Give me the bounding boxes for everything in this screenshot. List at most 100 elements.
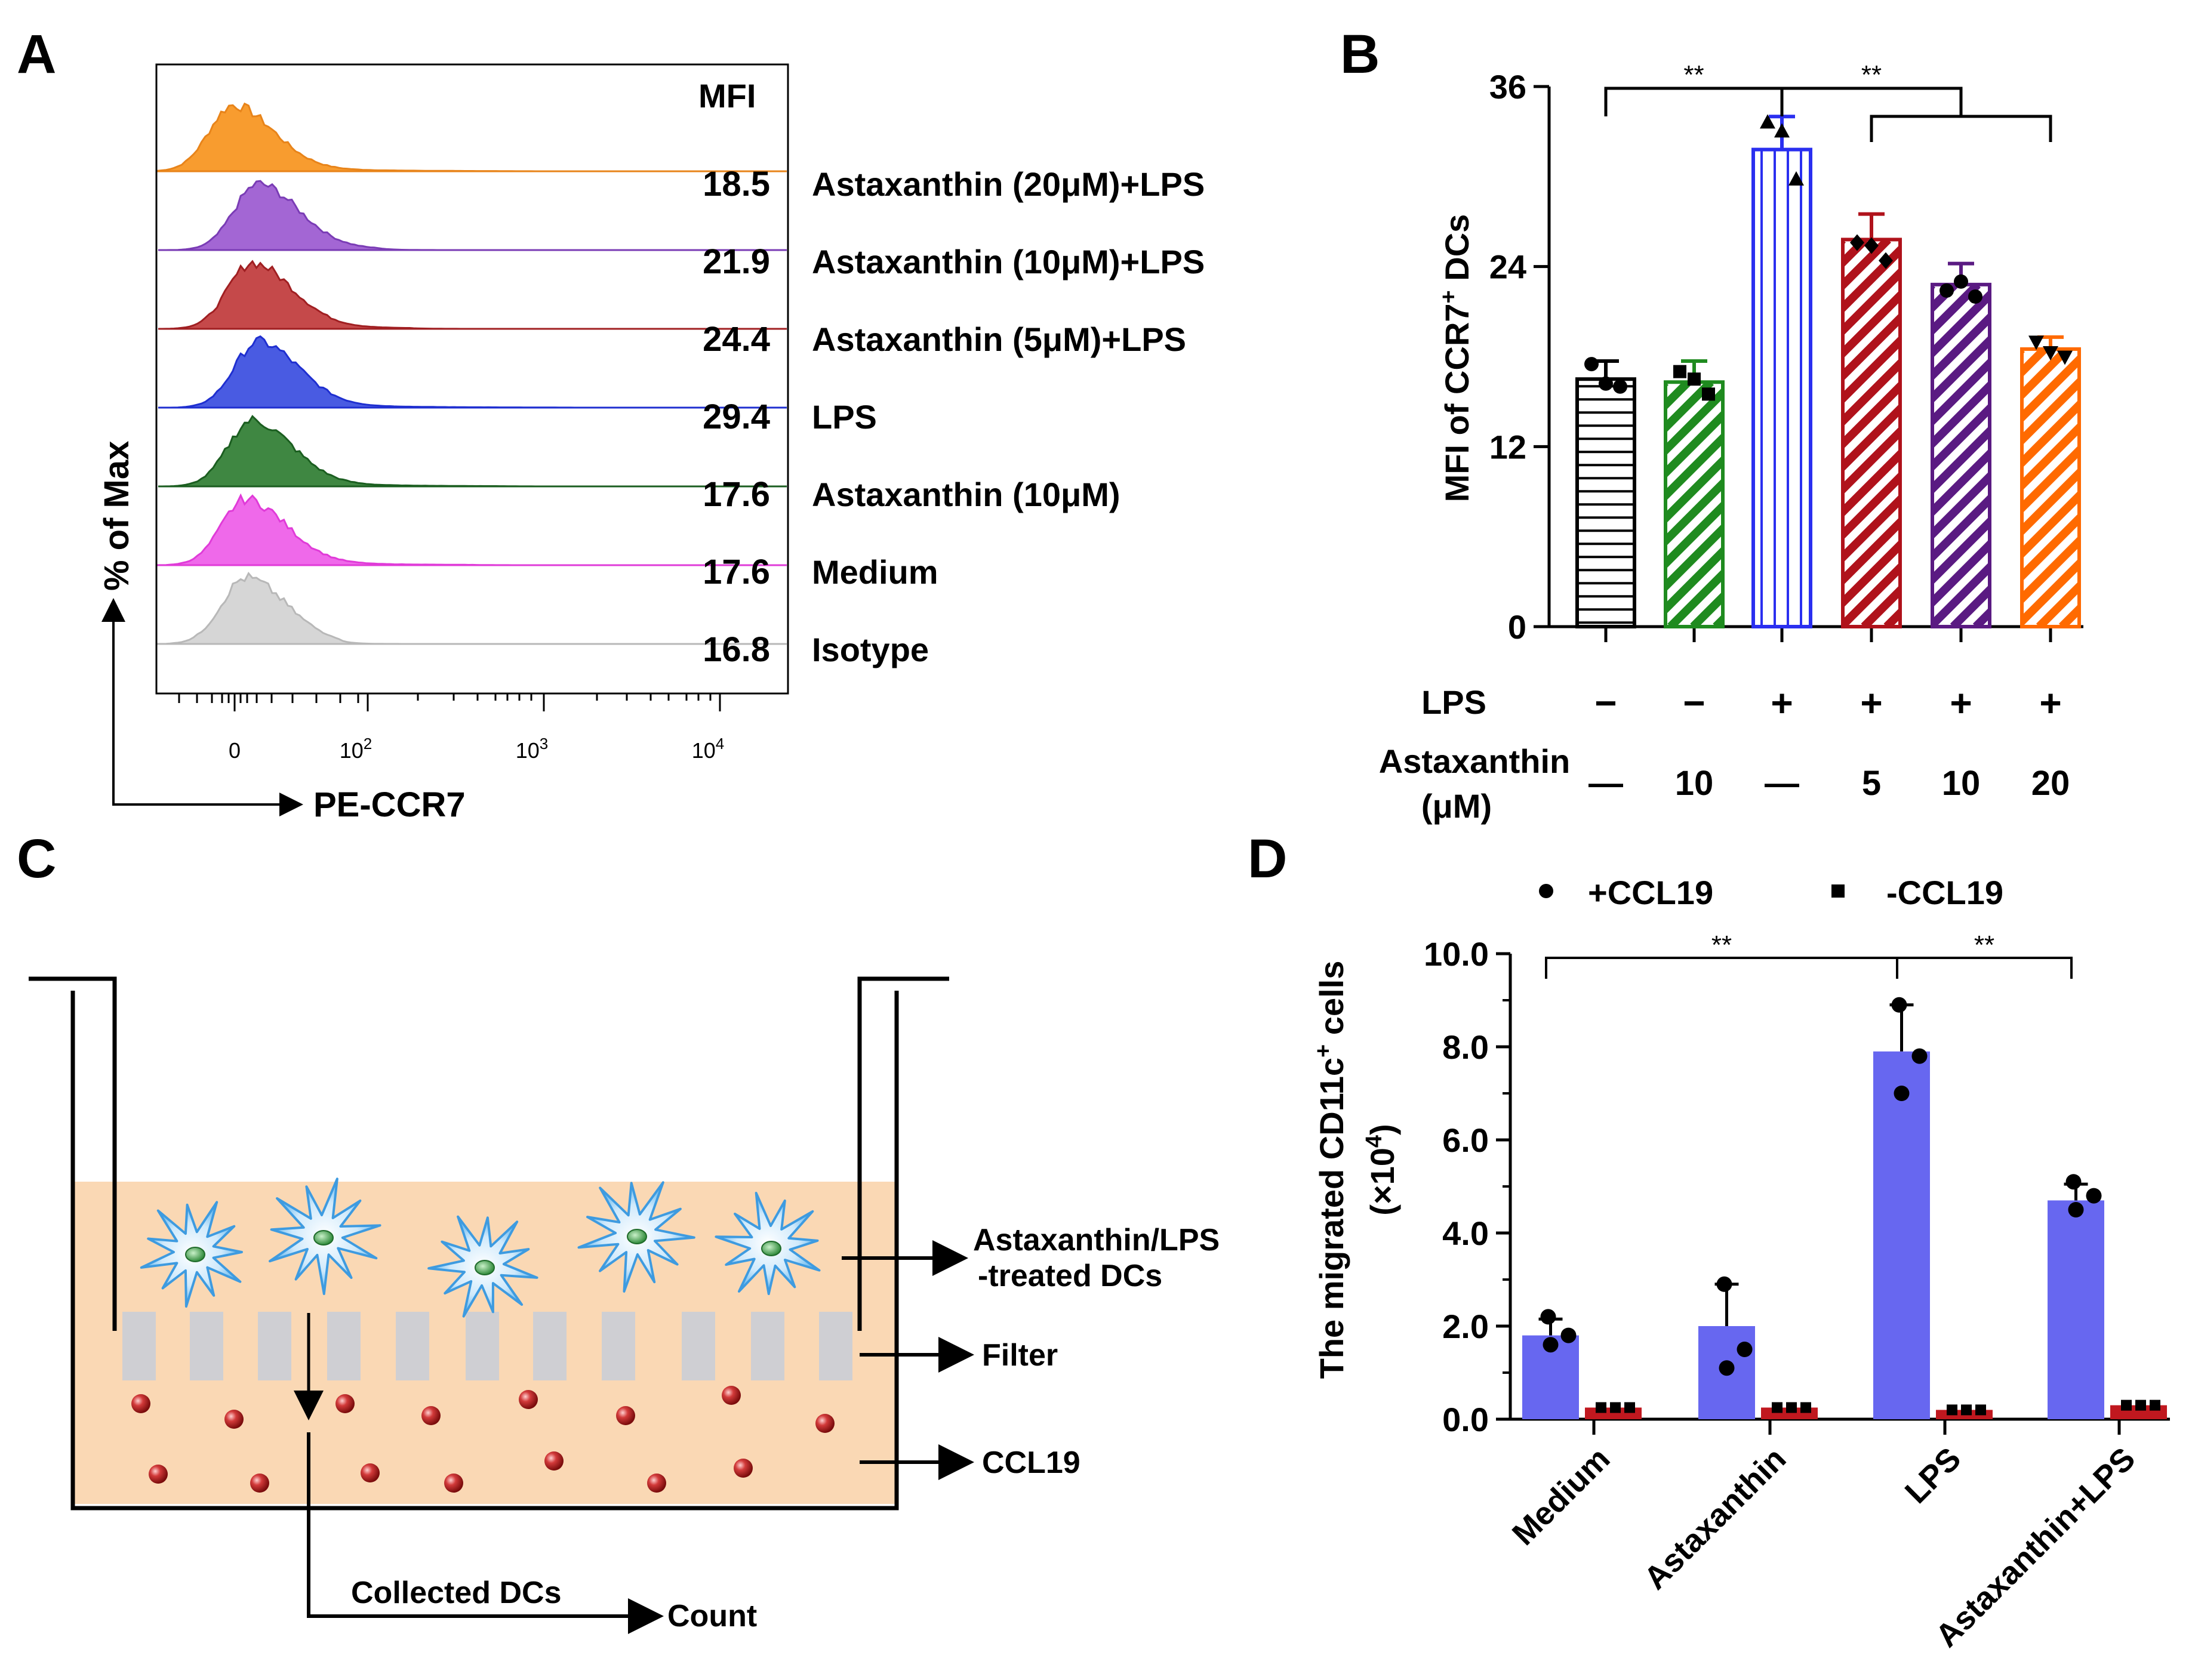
dendritic-cell-3	[577, 1181, 695, 1293]
cell-nucleus-0	[185, 1247, 205, 1262]
ccl19-particle-1	[224, 1410, 244, 1429]
filter-segment-8	[751, 1312, 784, 1380]
panel-b-y-label-main: MFI of CCR7	[1438, 303, 1476, 502]
b-stripe	[1843, 239, 1868, 269]
b-stripe	[2067, 285, 2195, 627]
cell-nucleus-4	[761, 1241, 781, 1256]
panel-a-histograms: MFI 18.5 Astaxanthin (20μM)+LPS 21.9 Astaxa…	[97, 63, 1205, 824]
ccl19-particle-8	[149, 1465, 168, 1484]
d-y-tick-label-2: 4.0	[1442, 1214, 1489, 1252]
b-point-2-1	[1774, 123, 1790, 138]
astax-unit-label: (μM)	[1421, 787, 1492, 825]
cell-nucleus-2	[475, 1260, 495, 1275]
panel-d-y-label-2-sup: 4	[1362, 1135, 1387, 1148]
b-bar-0	[1575, 357, 1636, 628]
b-stripe	[1843, 267, 1900, 337]
series-label-5: Astaxanthin (10μM)	[812, 476, 1120, 513]
d-bar-plus-3	[2048, 1200, 2104, 1419]
filter-segment-2	[258, 1312, 291, 1380]
d-point-minus-3-0	[2121, 1400, 2132, 1411]
d-category-label-2: LPS	[1898, 1441, 1968, 1511]
b-stripe	[2022, 558, 2079, 627]
b-stripe	[1843, 312, 1900, 382]
b-stripe	[1843, 244, 1900, 314]
b-sig-bracket-1	[1604, 87, 1784, 116]
b-stripe	[1932, 289, 1990, 359]
b-sig-label-2: **	[1861, 60, 1882, 90]
d-y-tick-label-4: 8.0	[1442, 1028, 1489, 1066]
histogram-1	[157, 102, 787, 172]
series-label-6: Medium	[812, 553, 938, 591]
x-tick-base-3: 10	[692, 738, 716, 763]
b-bar-4	[1931, 261, 2195, 629]
b-stripe	[1972, 606, 1990, 627]
b-stripe	[2085, 349, 2195, 627]
b-stripe	[1932, 561, 1990, 627]
panel-d-y-label-2-tail: )	[1363, 1124, 1401, 1135]
b-stripe	[2136, 239, 2195, 627]
panel-c-transwell-diagram: Collected DCs Count Astaxanthin/LPS -tre…	[29, 976, 1220, 1634]
ccl19-particle-12	[544, 1451, 564, 1471]
d-category-label-1: Astaxanthin	[1637, 1441, 1793, 1596]
b-stripe	[2157, 285, 2195, 627]
filter-segment-9	[819, 1312, 852, 1380]
b-point-4-2	[1968, 289, 1982, 304]
ccl19-particle-10	[361, 1463, 380, 1482]
mfi-value-1: 18.5	[703, 165, 770, 204]
collected-dcs-label: Collected DCs	[351, 1576, 562, 1610]
ccl19-particle-14	[734, 1459, 753, 1478]
mfi-value-2: 21.9	[703, 242, 770, 281]
lps-cell-2: +	[1771, 682, 1793, 725]
legend-marker-plus	[1539, 884, 1553, 898]
d-point-plus-2-2	[1894, 1086, 1910, 1101]
b-stripe	[1932, 538, 1990, 608]
histogram-7	[157, 571, 787, 645]
b-bar-1	[1664, 359, 2028, 628]
b-stripe	[1666, 455, 1723, 525]
ccl19-particle-6	[722, 1386, 741, 1405]
b-stripe	[2045, 239, 2195, 627]
dendritic-cell-0	[140, 1201, 243, 1308]
b-point-3-0	[1850, 234, 1864, 251]
b-stripe	[1784, 382, 2028, 627]
legend-marker-minus	[1831, 884, 1845, 898]
x-axis-label: PE-CCR7	[313, 785, 466, 824]
d-point-plus-0-0	[1540, 1309, 1556, 1325]
ccl19-particle-13	[647, 1474, 666, 1493]
dendritic-cell-1	[269, 1177, 381, 1295]
b-bar-pattern-0	[1577, 385, 1634, 624]
b-point-5-1	[2043, 346, 2058, 360]
b-stripe	[1666, 523, 1723, 593]
astax-cell-4: 10	[1942, 764, 1981, 803]
b-stripe	[2107, 349, 2195, 627]
filter-segment-7	[682, 1312, 715, 1380]
b-bar-outline-0	[1575, 377, 1636, 628]
b-stripe	[2180, 285, 2195, 627]
b-point-0-1	[1599, 376, 1613, 391]
ccl19-particle-9	[250, 1474, 269, 1493]
x-tick-base-0: 0	[229, 738, 241, 763]
lps-cell-5: +	[2039, 682, 2061, 725]
b-stripe	[2058, 603, 2079, 627]
panel-d-y-label-tail: cells	[1313, 961, 1350, 1044]
d-y-tick-label-1: 2.0	[1442, 1308, 1489, 1345]
b-stripe	[1932, 516, 1990, 585]
b-stripe	[2175, 349, 2195, 627]
x-tick-base-1: 10	[340, 738, 364, 763]
filter-membrane	[122, 1312, 852, 1380]
b-stripe	[2153, 349, 2195, 627]
d-y-tick-label-3: 6.0	[1442, 1121, 1489, 1159]
series-label-2: Astaxanthin (10μM)+LPS	[812, 243, 1205, 280]
series-label-4: LPS	[812, 398, 877, 436]
lps-cell-0: −	[1594, 682, 1617, 725]
dendritic-cells	[140, 1177, 821, 1318]
astax-cell-0: —	[1588, 764, 1623, 803]
panel-label-d: D	[1248, 828, 1287, 889]
b-stripe	[2022, 513, 2079, 582]
panel-label-a: A	[17, 24, 56, 85]
b-point-5-0	[2028, 335, 2044, 350]
filter-label: Filter	[982, 1338, 1058, 1373]
